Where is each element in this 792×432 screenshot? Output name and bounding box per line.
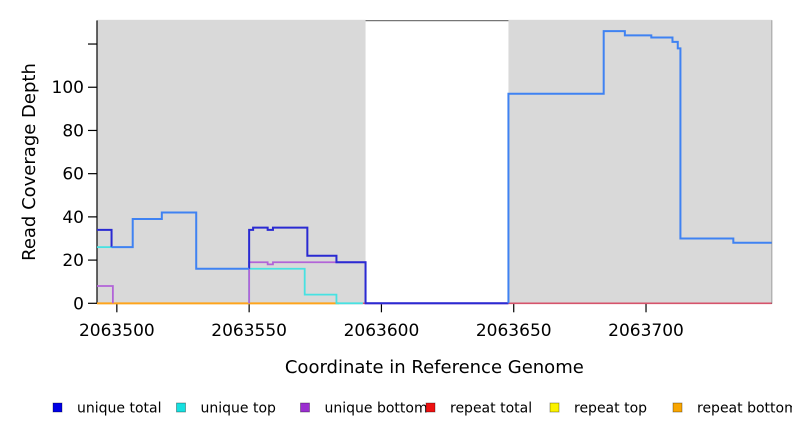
x-axis-tick-label: 2063650 (476, 321, 552, 341)
y-axis-title: Read Coverage Depth (19, 63, 40, 261)
legend-swatch-unique-bottom (300, 402, 310, 413)
y-axis-tick-label: 0 (73, 294, 84, 314)
shaded-region-2 (508, 19, 772, 303)
legend-swatch-repeat-bottom (672, 402, 683, 413)
legend-swatch-unique-total (52, 402, 63, 413)
legend-label-repeat-total: repeat total (450, 400, 532, 416)
line-unique-bottom (97, 285, 114, 304)
line-unique-total (97, 228, 113, 248)
shaded-region-1 (97, 19, 366, 303)
legend-swatch-unique-top (176, 402, 186, 413)
legend-label-unique-total: unique total (77, 400, 161, 416)
legend-swatch-repeat-top (549, 402, 560, 413)
legend-label-unique-top: unique top (201, 400, 277, 416)
legend-swatch-repeat-total (425, 402, 436, 413)
line-total-coverage-light-blue-not-in-legend (507, 30, 772, 304)
legend-label-unique-bottom: unique bottom (325, 400, 428, 416)
x-axis-title: Coordinate in Reference Genome (285, 357, 584, 378)
y-axis-tick-label: 20 (62, 251, 84, 271)
line-total-coverage-light-blue-not-in-legend (111, 211, 250, 270)
x-axis-tick-label: 2063700 (608, 321, 684, 341)
x-axis-tick-label: 2063550 (211, 321, 287, 341)
y-axis-tick-label: 100 (52, 78, 84, 98)
line-unique-total (248, 226, 509, 305)
y-axis-tick-label: 60 (62, 165, 84, 185)
legend-label-repeat-bottom: repeat bottom (697, 400, 792, 416)
y-axis-tick-label: 40 (62, 208, 84, 228)
y-axis-tick-label: 80 (62, 121, 84, 141)
x-axis-tick-label: 2063500 (79, 321, 155, 341)
legend-label-repeat-top: repeat top (574, 400, 647, 416)
x-axis-tick-label: 2063600 (344, 321, 420, 341)
